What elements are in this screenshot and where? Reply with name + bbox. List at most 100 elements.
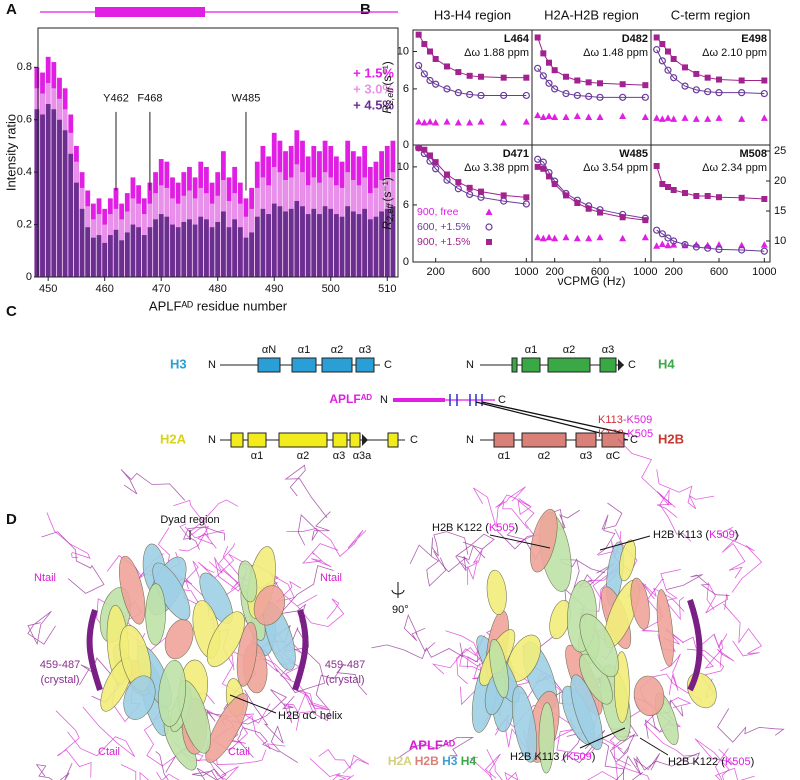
marker xyxy=(432,80,440,88)
legend-title: APLFᴬᴰ xyxy=(409,737,455,752)
marker xyxy=(670,187,677,193)
bar xyxy=(85,227,91,277)
marker xyxy=(523,194,530,201)
bar xyxy=(147,227,153,277)
annotation: Ntail xyxy=(34,572,56,584)
bar xyxy=(62,130,68,277)
marker xyxy=(574,77,581,84)
shift-label: Δω 2.34 ppm xyxy=(702,162,767,174)
structure-shape xyxy=(238,560,258,603)
structure-shape xyxy=(292,609,309,691)
marker xyxy=(539,158,547,166)
fit-line xyxy=(537,37,646,86)
marker xyxy=(426,76,434,85)
x-tick-label: 200 xyxy=(426,266,444,278)
structure-shape xyxy=(232,689,295,725)
marker xyxy=(761,196,768,202)
x-tick-label: 480 xyxy=(209,283,227,295)
marker xyxy=(596,233,604,241)
bar xyxy=(119,240,125,277)
marker xyxy=(573,234,581,242)
marker xyxy=(692,115,700,122)
bar xyxy=(266,214,271,277)
legend-entry: 900, free xyxy=(417,206,459,218)
marker xyxy=(420,119,428,126)
annotation: 90° xyxy=(392,604,409,616)
legend-item: H2A xyxy=(388,754,412,768)
structure-shape xyxy=(617,438,678,518)
bar xyxy=(317,214,322,277)
x-tick-label: 600 xyxy=(710,266,728,278)
y2-tick-label: 10 xyxy=(774,235,786,247)
structure-shape xyxy=(41,531,105,594)
histone-residue: K113 xyxy=(598,414,623,426)
marker xyxy=(443,118,451,125)
marker xyxy=(421,41,428,48)
legend-entry: + 3.0% xyxy=(353,81,394,96)
marker xyxy=(415,61,423,70)
structure-shape xyxy=(656,589,674,667)
structure-shape xyxy=(35,763,73,780)
marker xyxy=(715,89,723,97)
structure-shape xyxy=(67,706,136,758)
structure-shape xyxy=(236,621,258,687)
y-tick-label: 0.4 xyxy=(17,166,32,178)
marker xyxy=(670,74,678,82)
structure-shape xyxy=(155,751,227,780)
bar xyxy=(45,104,51,277)
protein-label: H3 xyxy=(170,356,187,371)
bar xyxy=(367,219,373,277)
residue-label: D471 xyxy=(503,148,529,160)
marker xyxy=(522,200,530,208)
marker xyxy=(658,240,666,247)
y-axis-label: R2,eff(s⁻¹) xyxy=(380,177,395,230)
panel-label: A xyxy=(6,1,17,18)
structure-shape xyxy=(630,577,650,630)
annotation: (crystal) xyxy=(40,674,79,686)
residue-label: L464 xyxy=(504,33,530,45)
site-aplf: K509 xyxy=(709,529,735,541)
marker xyxy=(432,55,439,62)
structure-shape xyxy=(164,619,194,660)
legend-marker xyxy=(485,208,493,215)
helix-label: α3 xyxy=(602,344,614,356)
structure-shape xyxy=(409,544,447,587)
shift-label: Δω 2.10 ppm xyxy=(702,47,767,59)
marker xyxy=(420,70,428,78)
bar xyxy=(153,219,158,277)
marker xyxy=(715,245,723,253)
y-tick-label: 0.2 xyxy=(17,218,32,230)
helix-label: α1 xyxy=(298,344,310,356)
site: H2B K113 ( xyxy=(653,529,709,541)
marker xyxy=(522,118,530,125)
y-axis-label: R2,eff(s⁻¹) xyxy=(380,61,395,114)
marker xyxy=(619,81,626,88)
bar xyxy=(254,216,260,277)
bar xyxy=(113,229,119,277)
marker xyxy=(585,79,592,86)
structure-shape xyxy=(538,702,555,774)
structure-shape xyxy=(619,539,636,582)
crosslink-label: K113-K509 xyxy=(598,414,652,426)
bar xyxy=(102,242,108,277)
structure-shape xyxy=(302,543,339,568)
structure-shape xyxy=(229,715,286,750)
marker xyxy=(596,113,604,120)
structure-shape xyxy=(286,527,367,557)
marker xyxy=(421,146,428,153)
marker xyxy=(562,89,570,98)
marker xyxy=(738,241,746,249)
marker xyxy=(670,237,678,245)
marker xyxy=(659,181,666,187)
structure-shape xyxy=(486,748,519,780)
bar xyxy=(237,227,243,277)
structure-shape xyxy=(315,663,368,711)
structure-shape xyxy=(284,464,328,518)
legend-entry: + 1.5% xyxy=(353,65,394,80)
marker xyxy=(500,91,508,100)
marker xyxy=(466,119,474,126)
legend: H2A H2B H3 H4 xyxy=(388,754,477,768)
marker xyxy=(585,92,593,100)
domain-bar xyxy=(40,7,398,17)
bar xyxy=(232,219,238,277)
